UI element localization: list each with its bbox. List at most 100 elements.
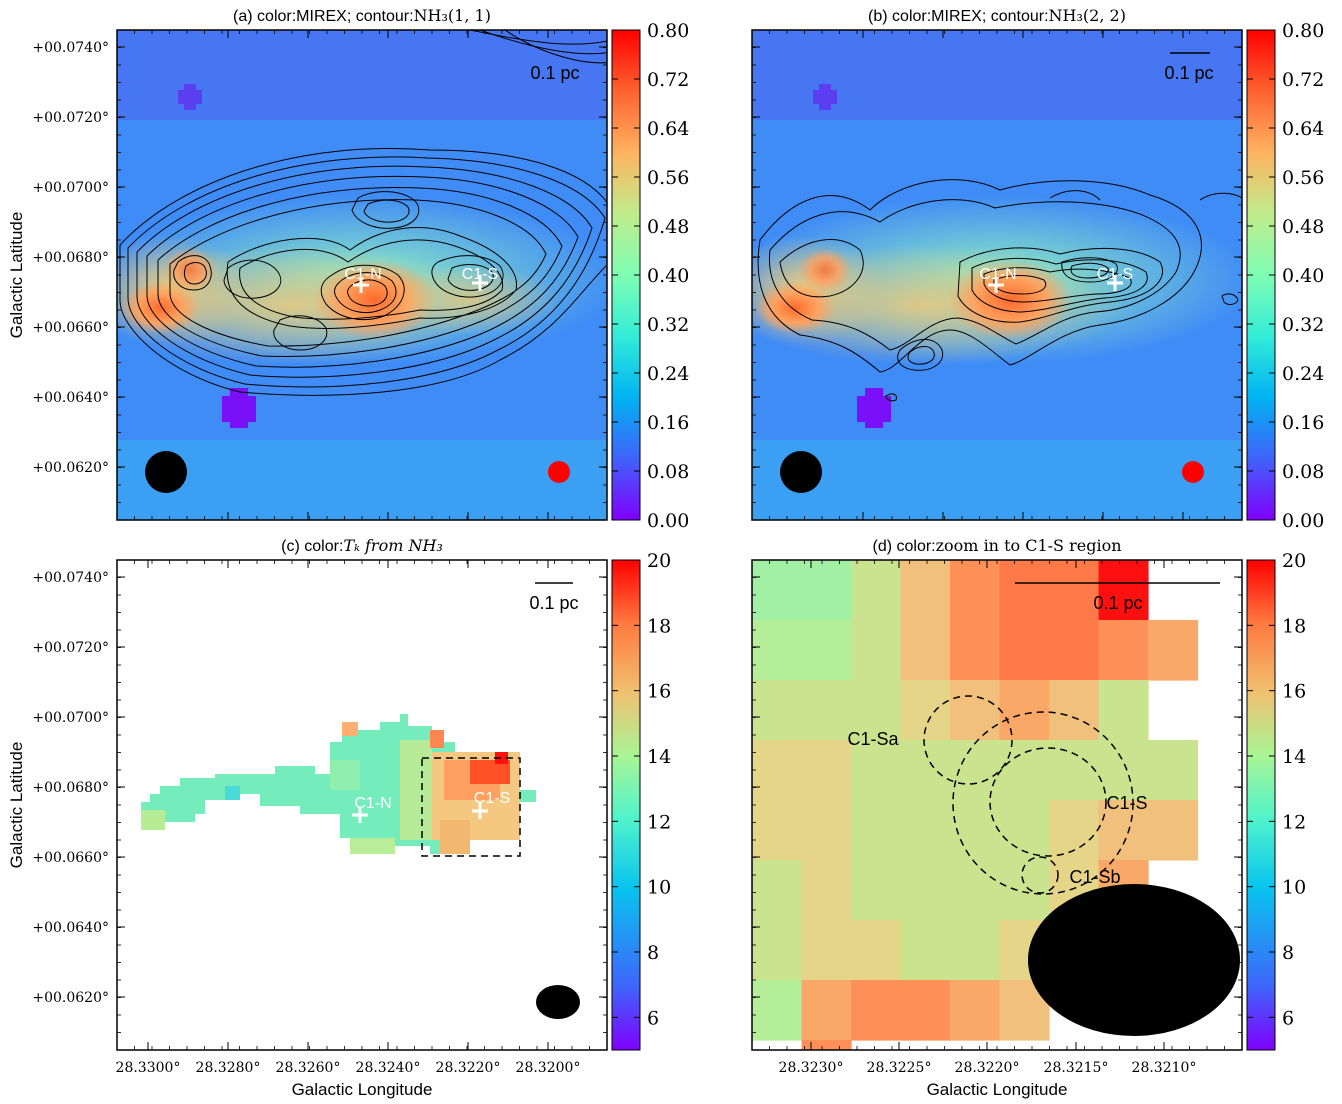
colorbar-tick-label: 0.64: [647, 118, 689, 140]
panel-a-beam-red: [548, 461, 570, 483]
heatmap-pixel: [752, 980, 803, 1041]
heatmap-pixel: [999, 680, 1050, 741]
heatmap-pixel: [1098, 620, 1149, 681]
heatmap-pixel: [752, 860, 803, 921]
colorbar-tick-label: 14: [1282, 746, 1306, 768]
xtick-label: 28.3210°: [1132, 1060, 1197, 1076]
colorbar-tick-label: 12: [1282, 811, 1306, 833]
heatmap-pixel: [752, 800, 803, 861]
panel-b-ticks: [751, 29, 1243, 521]
heatmap-pixel: [851, 800, 902, 861]
ytick-label: +00.0720°: [32, 640, 109, 656]
heatmap-pixel: [801, 800, 852, 861]
ytick-label: +00.0660°: [32, 850, 109, 866]
colorbar-tick-label: 10: [647, 877, 671, 899]
panel-c-source-markers: [352, 803, 488, 823]
core-label: C1-Sb: [1069, 867, 1120, 887]
panel-c-ticks: +00.0740° +00.0720° +00.0700° +00.0680° +00.…: [32, 559, 608, 1076]
colorbar-a-ticks: 0.80 0.72 0.64 0.56 0.48 0.40 0.32 0.24 0.16 0.08…: [612, 20, 689, 532]
panel-b-title: (b) color:MIREX; contour:NH₃(2, 2): [868, 6, 1126, 25]
xtick-label: 28.3260°: [276, 1060, 341, 1076]
panel-b-beam-black: [780, 451, 822, 493]
colorbar-tick-label: 16: [1282, 681, 1306, 703]
heatmap-pixel: [999, 620, 1050, 681]
heatmap-pixel: [851, 740, 902, 801]
heatmap-pixel: [900, 920, 951, 981]
colorbar-tick-label: 0.32: [1282, 314, 1324, 336]
colorbar-d-ticks: 20 18 16 14 12 10 8 6: [1247, 550, 1306, 1029]
heatmap-pixel: [950, 860, 1001, 921]
heatmap-pixel: [801, 860, 852, 921]
colorbar-a: 0.80 0.72 0.64 0.56 0.48 0.40 0.32 0.24 0.16 0.08…: [611, 20, 689, 532]
heatmap-pixel: [950, 740, 1001, 801]
panel-c-source-label: C1-N: [354, 795, 391, 812]
colorbar-tick-label: 0.56: [647, 167, 689, 189]
heatmap-pixel: [900, 620, 951, 681]
panel-d: (d) color:zoom in to C1-S region C1-Sa C…: [751, 536, 1243, 1099]
heatmap-pixel: [950, 680, 1001, 741]
panel-c-ylabel: Galactic Latitude: [7, 742, 26, 869]
heatmap-pixel: [801, 920, 852, 981]
colorbar-tick-label: 0.80: [647, 20, 689, 42]
xtick-label: 28.3225°: [867, 1060, 932, 1076]
heatmap-pixel: [999, 560, 1050, 621]
heatmap-pixel: [999, 800, 1050, 861]
heatmap-pixel: [851, 560, 902, 621]
xtick-label: 28.3220°: [955, 1060, 1020, 1076]
heatmap-pixel: [752, 620, 803, 681]
colorbar-tick-label: 10: [1282, 877, 1306, 899]
xtick-label: 28.3220°: [436, 1060, 501, 1076]
heatmap-pixel: [1049, 560, 1100, 621]
heatmap-pixel: [1049, 680, 1100, 741]
panel-d-title: (d) color:zoom in to C1-S region: [872, 536, 1121, 555]
heatmap-pixel: [801, 980, 852, 1041]
panel-a-title: (a) color:MIREX; contour:NH₃(1, 1): [233, 6, 491, 25]
heatmap-pixel: [1098, 800, 1149, 861]
heatmap-pixel: [851, 980, 902, 1041]
ytick-label: +00.0700°: [32, 710, 109, 726]
heatmap-pixel: [999, 740, 1050, 801]
ytick-label: +00.0660°: [32, 320, 109, 336]
colorbar-tick-label: 0.08: [1282, 461, 1324, 483]
heatmap-pixel: [1098, 740, 1149, 801]
panel-d-image: C1-Sa C1-S C1-Sb: [752, 560, 1242, 1050]
colorbar-tick-label: 0.16: [647, 412, 689, 434]
panel-b-source-markers: [988, 275, 1123, 293]
colorbar-tick-label: 0.48: [1282, 216, 1324, 238]
ytick-label: +00.0740°: [32, 40, 109, 56]
panel-c-xlabel: Galactic Longitude: [292, 1080, 433, 1099]
panel-d-pixels: [752, 560, 1199, 1050]
xtick-label: 28.3215°: [1044, 1060, 1109, 1076]
colorbar-tick-label: 8: [1282, 942, 1294, 964]
heatmap-pixel: [851, 620, 902, 681]
panel-c-scalebar-label: 0.1 pc: [529, 593, 578, 613]
panel-c-beam: [536, 985, 580, 1019]
panel-c-image: C1-N C1-S: [141, 714, 580, 1019]
heatmap-pixel: [950, 800, 1001, 861]
colorbar-tick-label: 0.56: [1282, 167, 1324, 189]
colorbar-d: 20 18 16 14 12 10 8 6: [1246, 550, 1306, 1051]
heatmap-pixel: [1098, 560, 1149, 621]
heatmap-pixel: [752, 560, 803, 621]
colorbar-tick-label: 20: [647, 550, 671, 572]
panel-c-title: (c) color:Tₖ from NH₃: [281, 536, 443, 555]
colorbar-tick-label: 8: [647, 942, 659, 964]
colorbar-tick-label: 0.48: [647, 216, 689, 238]
heatmap-pixel: [1148, 740, 1199, 801]
ytick-label: +00.0740°: [32, 570, 109, 586]
panel-a-beam-black: [145, 451, 187, 493]
heatmap-pixel: [950, 980, 1001, 1041]
panel-a-yticks: +00.0740° +00.0720° +00.0700° +00.0680° +00.…: [32, 29, 608, 521]
heatmap-pixel: [900, 740, 951, 801]
colorbar-tick-label: 20: [1282, 550, 1306, 572]
colorbar-c: 20 18 16 14 12 10 8 6: [611, 550, 671, 1051]
panel-b: (b) color:MIREX; contour:NH₃(2, 2): [751, 6, 1243, 521]
colorbar-tick-label: 18: [647, 615, 671, 637]
xtick-label: 28.3240°: [356, 1060, 421, 1076]
xtick-label: 28.3300°: [116, 1060, 181, 1076]
panel-d-ticks: 28.3230° 28.3225° 28.3220° 28.3215° 28.3210°: [751, 559, 1243, 1076]
heatmap-pixel: [752, 920, 803, 981]
panel-b-scalebar-label: 0.1 pc: [1164, 63, 1213, 83]
heatmap-pixel: [851, 680, 902, 741]
panel-a-image: C1-N C1-S: [117, 30, 607, 520]
